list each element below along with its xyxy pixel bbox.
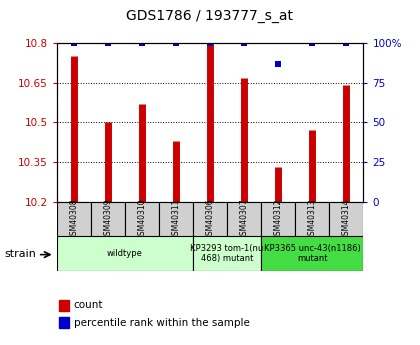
Text: GSM40311: GSM40311	[171, 198, 181, 240]
Text: GSM40310: GSM40310	[137, 198, 146, 240]
Bar	[125, 202, 159, 236]
Bar	[261, 202, 295, 236]
Bar	[59, 300, 69, 310]
Text: wildtype: wildtype	[107, 249, 143, 258]
Bar	[329, 202, 363, 236]
Text: GDS1786 / 193777_s_at: GDS1786 / 193777_s_at	[126, 9, 294, 23]
Bar	[159, 202, 193, 236]
Text: GSM40308: GSM40308	[69, 198, 78, 240]
Bar	[91, 202, 125, 236]
Text: strain: strain	[4, 249, 36, 258]
Text: GSM40314: GSM40314	[342, 198, 351, 240]
Text: percentile rank within the sample: percentile rank within the sample	[74, 318, 249, 327]
Text: count: count	[74, 300, 103, 310]
Bar	[227, 202, 261, 236]
Text: KP3293 tom-1(nu
468) mutant: KP3293 tom-1(nu 468) mutant	[190, 244, 264, 263]
Bar	[57, 236, 193, 271]
Bar	[193, 202, 227, 236]
Text: GSM40307: GSM40307	[239, 198, 249, 240]
Bar	[295, 202, 329, 236]
Text: GSM40313: GSM40313	[308, 198, 317, 240]
Text: GSM40312: GSM40312	[274, 198, 283, 240]
Bar	[193, 236, 261, 271]
Bar	[59, 317, 69, 328]
Bar	[261, 236, 363, 271]
Bar	[57, 202, 91, 236]
Text: KP3365 unc-43(n1186)
mutant: KP3365 unc-43(n1186) mutant	[264, 244, 361, 263]
Text: GSM40309: GSM40309	[103, 198, 112, 240]
Text: GSM40306: GSM40306	[205, 198, 215, 240]
